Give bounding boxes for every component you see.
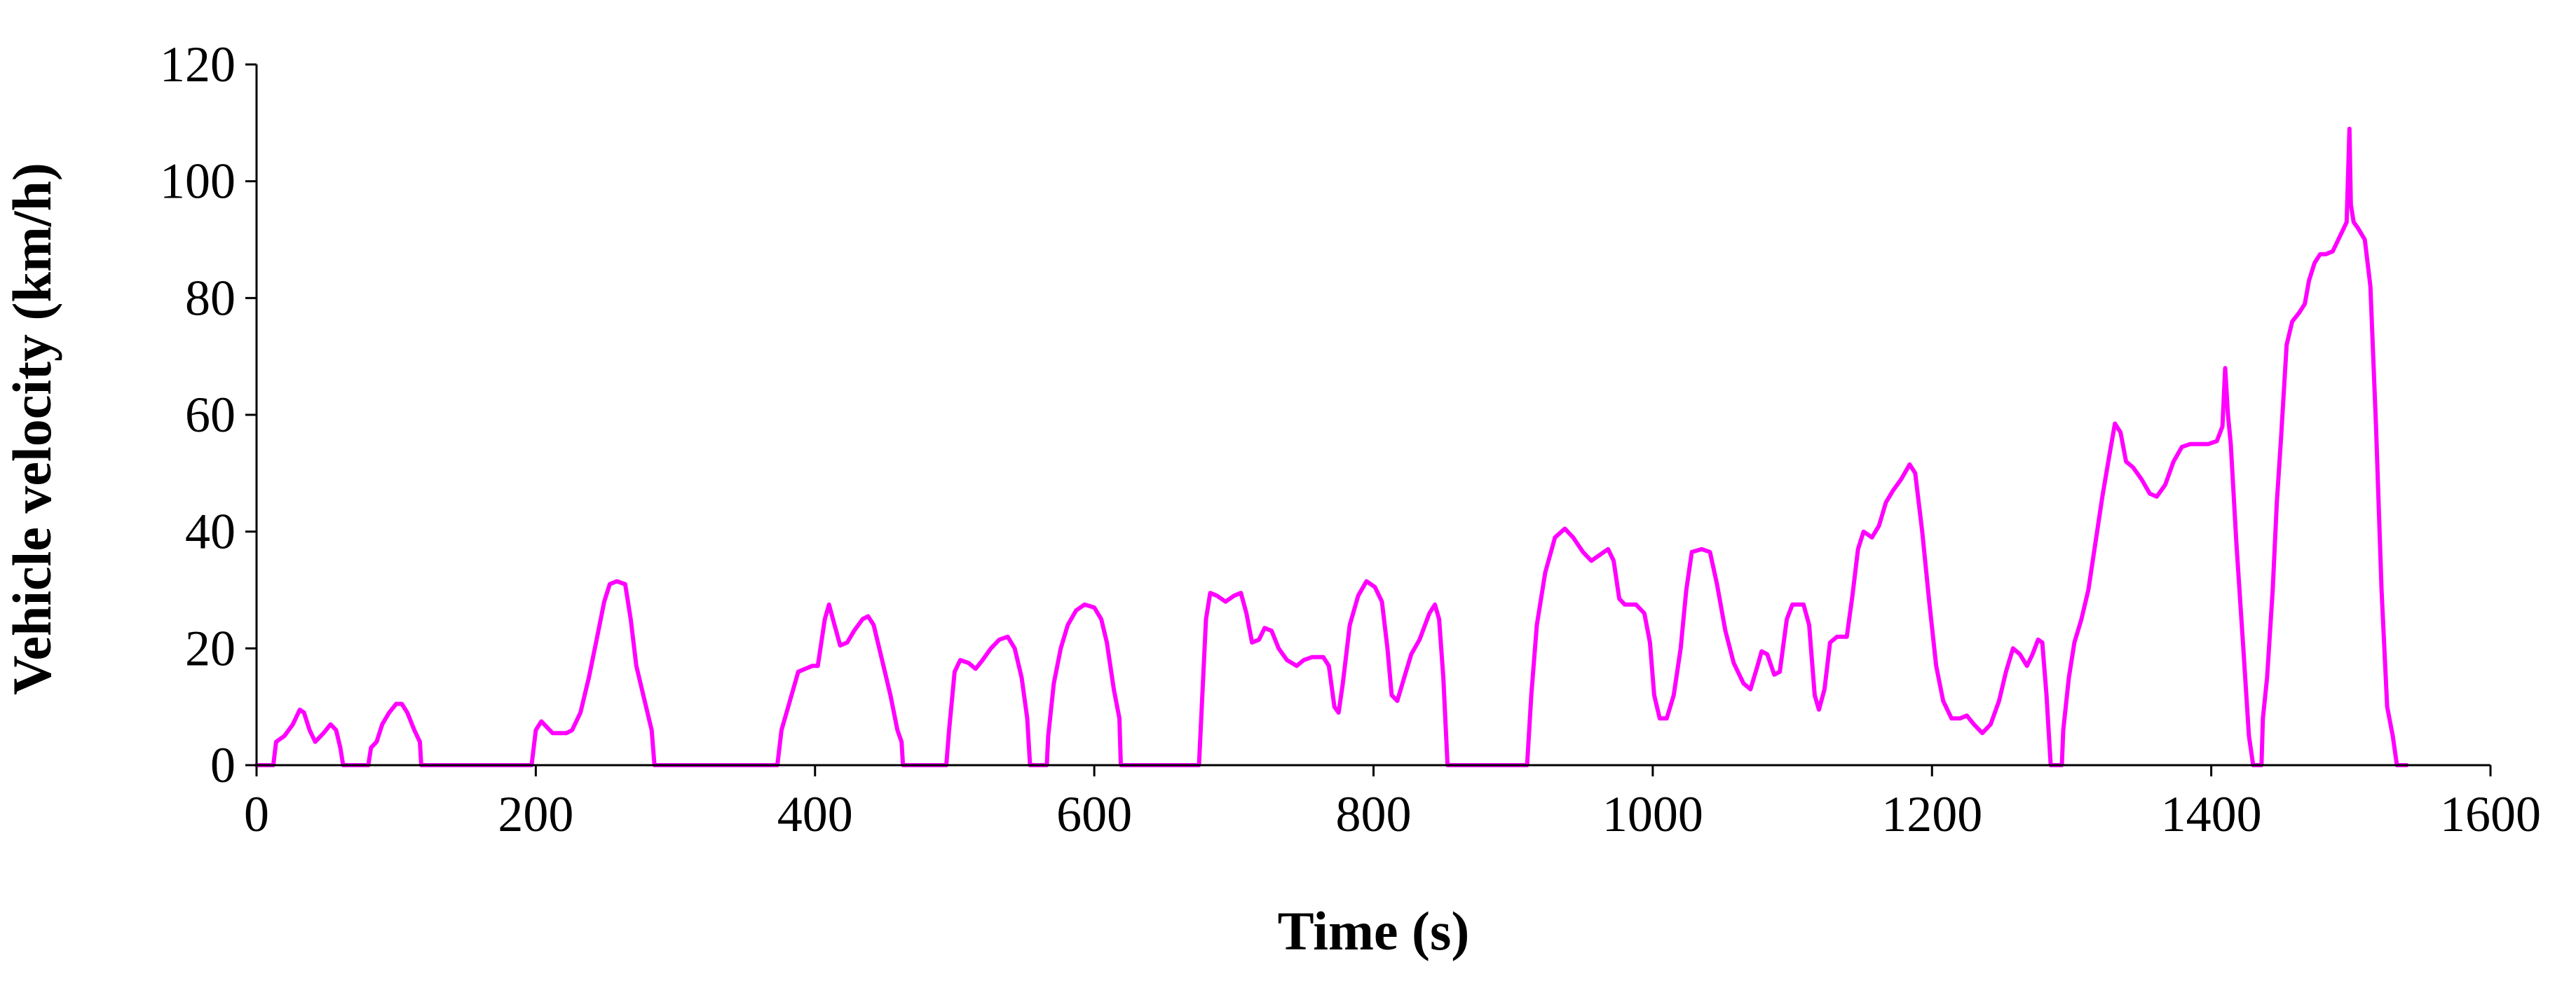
y-axis-title: Vehicle velocity (km/h) xyxy=(1,163,62,695)
x-tick-label: 200 xyxy=(498,786,573,842)
x-tick-label: 1400 xyxy=(2161,786,2262,842)
y-tick-label: 100 xyxy=(160,153,236,210)
x-ticks: 0 200 400 600 800 1000 1200 1400 1600 xyxy=(244,765,2541,842)
plot-area xyxy=(254,126,2409,767)
x-tick-label: 800 xyxy=(1336,786,1412,842)
x-tick-label: 1200 xyxy=(1881,786,1982,842)
y-tick-label: 120 xyxy=(160,36,236,92)
y-tick-label: 80 xyxy=(185,270,236,326)
x-tick-label: 400 xyxy=(777,786,853,842)
y-tick-label: 0 xyxy=(210,737,236,793)
x-tick-label: 1000 xyxy=(1602,786,1703,842)
x-axis-title: Time (s) xyxy=(1278,900,1470,961)
y-tick-label: 40 xyxy=(185,504,236,560)
y-tick-label: 60 xyxy=(185,387,236,443)
velocity-series-line xyxy=(254,126,2409,767)
x-tick-label: 0 xyxy=(244,786,269,842)
x-tick-label: 1600 xyxy=(2440,786,2541,842)
x-tick-label: 600 xyxy=(1056,786,1132,842)
y-tick-label: 20 xyxy=(185,620,236,676)
y-ticks: 0 20 40 60 80 100 120 xyxy=(160,36,257,793)
